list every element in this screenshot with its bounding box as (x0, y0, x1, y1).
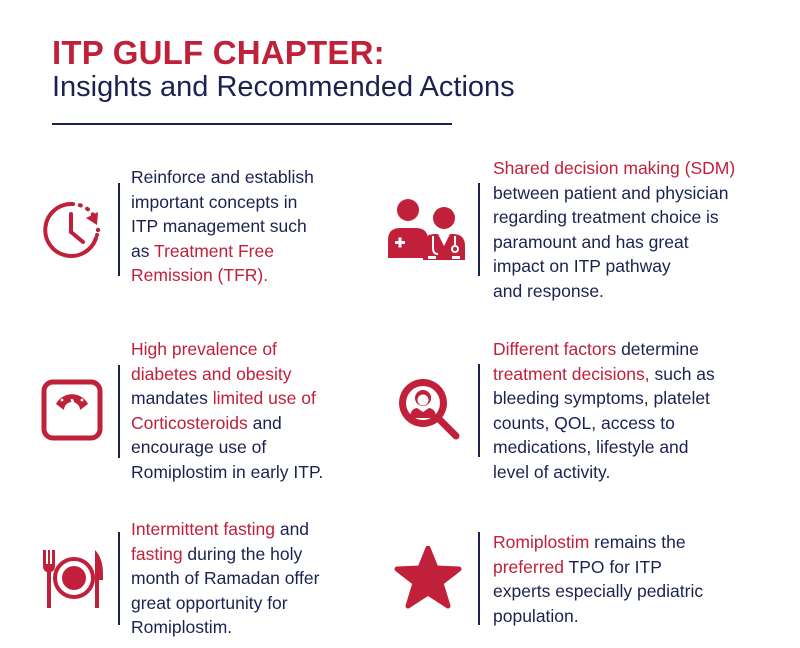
text-line: diabetes and obesity (131, 362, 323, 387)
highlight-text: Different factors (493, 339, 617, 359)
item-text: Different factors determine treatment dec… (493, 337, 715, 485)
body-text: TPO for ITP (564, 556, 662, 577)
text-line: preferred TPO for ITP (493, 555, 703, 580)
text-line: treatment decisions, such as (493, 362, 715, 387)
item-divider (118, 183, 120, 276)
highlight-text: Treatment Free (154, 240, 274, 261)
body-text: month of Ramadan offer (131, 568, 320, 589)
body-text: Romiplostim. (131, 617, 233, 638)
text-line: population. (493, 604, 703, 629)
highlight-text: Remission (TFR). (131, 265, 269, 286)
text-line: paramount and has great (493, 230, 735, 255)
text-line: medications, lifestyle and (493, 435, 715, 460)
text-line: level of activity. (493, 460, 715, 485)
text-line: ITP management such (131, 214, 314, 239)
body-text: between patient and physician (493, 182, 729, 203)
item-divider (478, 532, 480, 625)
highlight-text: Romiplostim (493, 532, 590, 552)
body-text: remains the (589, 532, 686, 552)
item-text: Shared decision making (SDM) between pati… (493, 156, 735, 304)
highlight-text: diabetes and obesity (131, 363, 292, 384)
body-text: and (247, 412, 282, 433)
body-text: during the holy (182, 543, 303, 564)
body-text: important concepts in (131, 191, 298, 212)
text-line: encourage use of (131, 435, 323, 460)
item-divider (118, 532, 120, 625)
body-text: as (131, 240, 155, 261)
item-divider (118, 365, 120, 458)
highlight-text: Corticosteroids (131, 412, 248, 433)
highlight-text: Shared decision making (SDM) (493, 158, 736, 178)
text-line: fasting during the holy (131, 542, 319, 567)
text-line: Reinforce and establish (131, 165, 314, 190)
text-line: Romiplostim. (131, 615, 319, 640)
body-text: population. (493, 605, 579, 626)
page-title: ITP GULF CHAPTER: (52, 34, 385, 71)
text-line: as Treatment Free (131, 239, 314, 264)
item-divider (478, 364, 480, 457)
text-line: Shared decision making (SDM) (493, 156, 735, 181)
text-line: mandates limited use of (131, 386, 323, 411)
text-line: experts especially pediatric (493, 579, 703, 604)
highlight-text: Intermittent fasting (131, 519, 275, 539)
highlight-text: High prevalence of (131, 339, 277, 359)
text-line: bleeding symptoms, platelet (493, 386, 715, 411)
body-text: experts especially pediatric (493, 581, 704, 602)
text-line: between patient and physician (493, 181, 735, 206)
text-line: important concepts in (131, 190, 314, 215)
weight-scale-icon (40, 378, 104, 442)
text-line: month of Ramadan offer (131, 566, 319, 591)
doctor-patient-icon (386, 196, 472, 262)
body-text: great opportunity for (131, 592, 288, 613)
text-line: Intermittent fasting and (131, 517, 319, 542)
text-line: regarding treatment choice is (493, 205, 735, 230)
body-text: regarding treatment choice is (493, 207, 719, 228)
body-text: level of activity. (493, 461, 611, 482)
body-text: ITP management such (131, 216, 307, 237)
body-text: and (274, 519, 310, 539)
highlight-text: treatment decisions, (493, 363, 650, 384)
star-icon (393, 545, 463, 610)
text-line: Romiplostim remains the (493, 530, 703, 555)
highlight-text: limited use of (212, 388, 316, 409)
text-line: Romiplostim in early ITP. (131, 460, 323, 485)
item-text: High prevalence of diabetes and obesity ma… (131, 337, 323, 485)
text-line: Corticosteroids and (131, 411, 323, 436)
item-text: Reinforce and establish important concept… (131, 165, 314, 288)
body-text: impact on ITP pathway (493, 256, 671, 277)
body-text: counts, QOL, access to (493, 412, 675, 433)
highlight-text: fasting (131, 543, 183, 564)
page-subtitle: Insights and Recommended Actions (52, 71, 515, 103)
body-text: determine (616, 339, 699, 359)
body-text: paramount and has great (493, 231, 689, 252)
body-text: Reinforce and establish (131, 167, 314, 187)
text-line: and response. (493, 279, 735, 304)
text-line: impact on ITP pathway (493, 254, 735, 279)
body-text: Romiplostim in early ITP. (131, 461, 324, 482)
item-text: Intermittent fasting and fasting during t… (131, 517, 319, 640)
body-text: medications, lifestyle and (493, 437, 689, 458)
person-magnifier-icon (396, 376, 462, 442)
text-line: Remission (TFR). (131, 263, 314, 288)
text-line: Different factors determine (493, 337, 715, 362)
text-line: great opportunity for (131, 591, 319, 616)
body-text: mandates (131, 388, 213, 409)
body-text: such as (649, 363, 715, 384)
item-text: Romiplostim remains the preferred TPO for… (493, 530, 703, 628)
clock-icon (40, 198, 104, 262)
body-text: encourage use of (131, 437, 267, 458)
title-divider (52, 123, 452, 125)
body-text: and response. (493, 280, 604, 301)
plate-fork-knife-icon (40, 546, 106, 612)
item-divider (478, 183, 480, 276)
body-text: bleeding symptoms, platelet (493, 388, 710, 409)
highlight-text: preferred (493, 556, 565, 577)
text-line: counts, QOL, access to (493, 411, 715, 436)
text-line: High prevalence of (131, 337, 323, 362)
